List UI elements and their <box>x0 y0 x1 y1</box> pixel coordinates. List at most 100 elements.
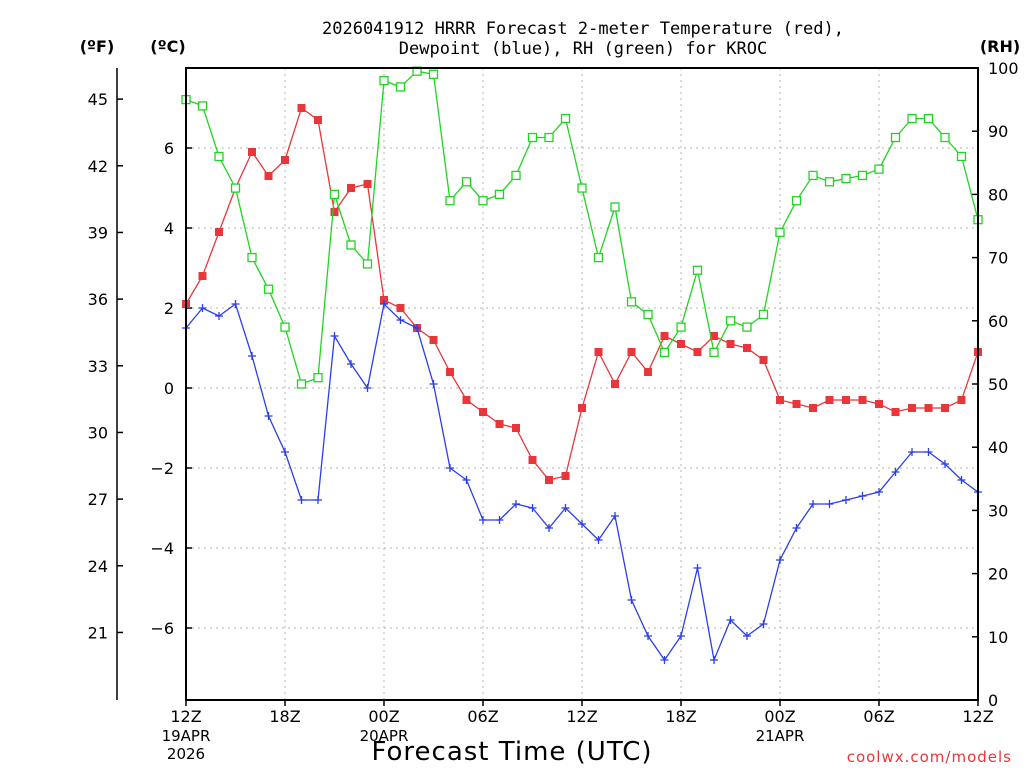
rh-tick-label: 40 <box>988 438 1008 457</box>
temperature-point <box>627 348 636 356</box>
rh-point <box>791 196 802 206</box>
rh-point <box>428 69 439 79</box>
temperature-point <box>941 404 949 412</box>
rh-point <box>379 75 389 86</box>
rh-point <box>890 132 901 143</box>
rh-unit-label: (RH) <box>980 37 1020 56</box>
rh-point <box>329 189 340 200</box>
temperature-point <box>594 348 603 356</box>
temperature-line <box>185 106 979 481</box>
dewpoint-point <box>495 516 504 524</box>
rh-tick-label: 30 <box>988 501 1008 520</box>
temperature-point <box>330 208 339 216</box>
x-date-label: 19APR <box>162 727 211 745</box>
rh-point <box>758 309 769 320</box>
rh-point <box>824 177 835 187</box>
temperature-point <box>512 424 520 432</box>
fahrenheit-tick-label: 24 <box>88 557 108 576</box>
rh-point <box>577 183 587 193</box>
fahrenheit-tick-label: 27 <box>88 490 108 509</box>
temperature-point <box>578 404 586 412</box>
temperature-point <box>809 404 817 412</box>
temperature-point <box>875 400 883 408</box>
fahrenheit-tick-label: 30 <box>88 423 108 442</box>
temperature-point <box>446 368 454 376</box>
series-layer <box>181 66 983 664</box>
fahrenheit-tick-label: 42 <box>88 157 108 176</box>
dewpoint-point <box>297 496 306 504</box>
temperature-point <box>743 344 751 352</box>
x-tick-label: 06Z <box>863 707 894 726</box>
fahrenheit-tick-label: 39 <box>88 223 108 242</box>
fahrenheit-tick-label: 33 <box>88 357 108 376</box>
temperature-point <box>198 272 207 280</box>
temperature-point <box>726 340 735 348</box>
temperature-point <box>528 456 537 464</box>
temperature-point <box>561 472 570 480</box>
celsius-tick-label: 4 <box>164 219 174 238</box>
dewpoint-point <box>594 536 603 544</box>
x-tick-label: 12Z <box>170 707 201 726</box>
dewpoint-point <box>281 448 289 456</box>
dewpoint-point <box>231 300 240 308</box>
rh-tick-label: 90 <box>988 122 1008 141</box>
rh-point <box>676 322 686 332</box>
dewpoint-point <box>809 500 817 508</box>
temperature-point <box>462 396 471 404</box>
x-tick-label: 12Z <box>962 707 993 726</box>
x-year-label: 2026 <box>167 745 205 763</box>
dewpoint-point <box>759 620 768 628</box>
dewpoint-point <box>446 464 454 472</box>
series-rh <box>181 66 983 389</box>
dewpoint-point <box>545 524 553 532</box>
dewpoint-point <box>858 492 867 500</box>
dewpoint-point <box>743 632 751 640</box>
dewpoint-point <box>363 384 372 392</box>
temperature-point <box>759 356 768 364</box>
rh-point <box>263 284 274 294</box>
dewpoint-point <box>842 496 850 504</box>
dewpoint-point <box>644 632 652 640</box>
dewpoint-point <box>561 504 570 512</box>
x-axis-label: Forecast Time (UTC) <box>371 737 652 767</box>
temperature-point <box>396 304 405 312</box>
celsius-tick-label: −4 <box>150 539 174 558</box>
dewpoint-point <box>215 312 223 320</box>
dewpoint-point <box>248 352 256 360</box>
rh-point <box>478 196 488 206</box>
fahrenheit-tick-label: 36 <box>88 290 108 309</box>
rh-point <box>923 113 934 124</box>
dewpoint-point <box>710 656 718 664</box>
rh-point <box>280 322 290 332</box>
x-date-label: 21APR <box>756 727 805 745</box>
temperature-point <box>660 332 669 340</box>
temperature-point <box>776 396 784 404</box>
dewpoint-point <box>396 316 405 324</box>
rh-point <box>445 196 455 206</box>
temperature-point <box>281 156 289 164</box>
dewpoint-point <box>908 448 916 456</box>
temperature-point <box>677 340 685 348</box>
dewpoint-point <box>264 412 273 420</box>
celsius-tick-label: 0 <box>164 379 174 398</box>
temperature-point <box>545 476 553 484</box>
chart-title-line1: 2026041912 HRRR Forecast 2-meter Tempera… <box>322 19 844 39</box>
dewpoint-point <box>941 460 949 468</box>
dewpoint-point <box>462 476 471 484</box>
temperature-point <box>644 368 652 376</box>
rh-point <box>659 347 670 358</box>
x-tick-label: 18Z <box>665 707 696 726</box>
fahrenheit-tick-label: 21 <box>88 623 108 642</box>
dewpoint-point <box>347 360 355 368</box>
rh-point <box>346 240 356 250</box>
dewpoint-point <box>578 520 586 528</box>
temperature-point <box>957 396 966 404</box>
temperature-point <box>297 104 306 112</box>
rh-point <box>593 252 604 263</box>
temperature-point <box>891 408 900 416</box>
temperature-point <box>908 404 916 412</box>
rh-tick-label: 80 <box>988 185 1008 204</box>
rh-point <box>214 151 224 162</box>
chart-grid <box>186 68 978 700</box>
